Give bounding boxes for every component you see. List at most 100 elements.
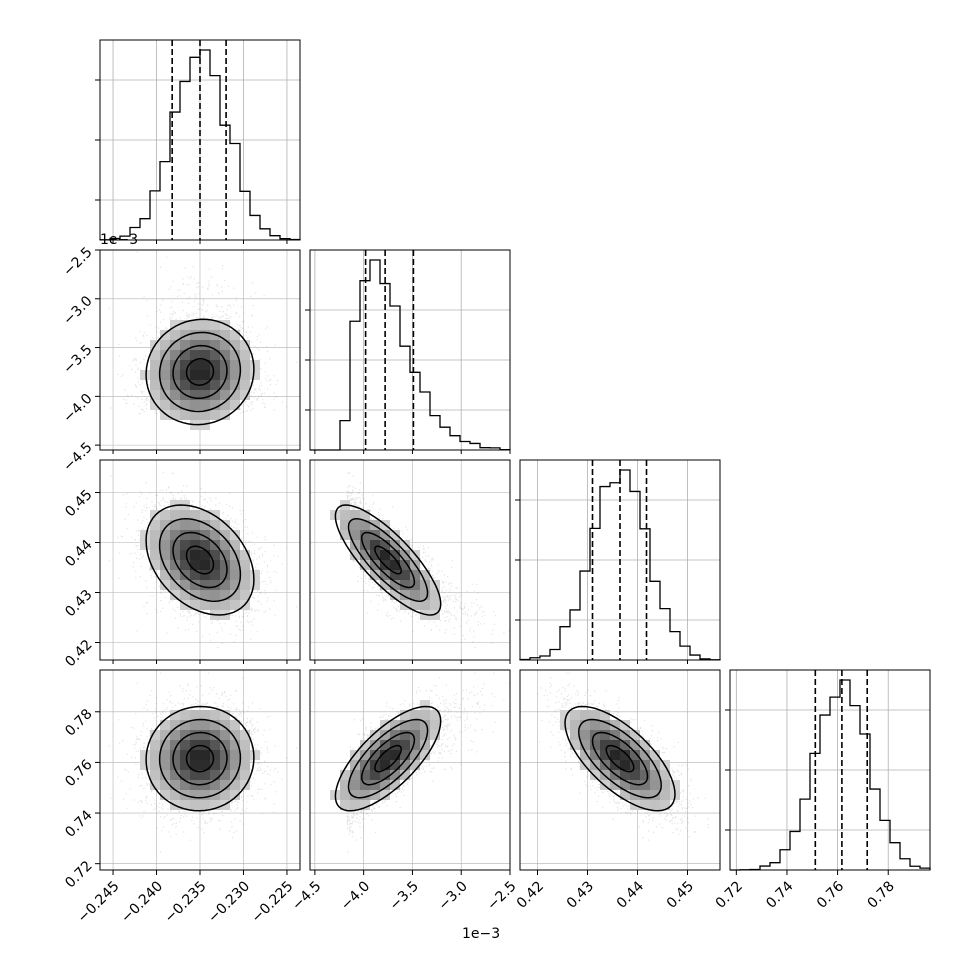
density-cell <box>620 770 630 780</box>
density-cell <box>170 730 180 740</box>
density-cell <box>160 780 170 790</box>
density-cell <box>190 790 200 800</box>
density-cell <box>410 730 420 740</box>
density-cell <box>190 570 200 580</box>
density-cell <box>160 570 170 580</box>
density-cell <box>230 790 240 800</box>
density-cell <box>340 510 350 520</box>
contour-level-1 <box>185 358 215 386</box>
x-tick-label: −2.5 <box>484 878 519 913</box>
x-offset-label: 1e−3 <box>462 926 500 942</box>
density-cell <box>170 760 180 770</box>
density-cell <box>170 510 180 520</box>
density-cell <box>170 380 180 390</box>
density-cell <box>420 720 430 730</box>
density-cell <box>210 360 220 370</box>
density-cell <box>230 720 240 730</box>
density-cell <box>160 760 170 770</box>
contour-level-4 <box>564 705 676 812</box>
x-tick-label: 0.42 <box>514 878 547 911</box>
density-cell <box>620 760 630 770</box>
x-tick-label: −0.240 <box>118 878 166 926</box>
density-cell <box>240 370 250 380</box>
y-tick-label: 0.76 <box>62 757 95 790</box>
density-cell <box>660 780 670 790</box>
density-cell <box>380 740 390 750</box>
density-cell <box>420 570 430 580</box>
density-cell <box>150 360 160 370</box>
density-cell <box>220 400 230 410</box>
density-cell <box>630 740 640 750</box>
x-tick-label: 0.78 <box>864 878 897 911</box>
density-cell <box>570 730 580 740</box>
density-cell <box>570 740 580 750</box>
density-cell <box>220 580 230 590</box>
density-cell <box>170 330 180 340</box>
contour-level-1 <box>185 744 215 773</box>
density-cell <box>180 530 190 540</box>
density-cell <box>190 540 200 550</box>
density-cell <box>160 520 170 530</box>
y-tick-label: 0.44 <box>62 537 95 570</box>
density-cell <box>230 560 240 570</box>
density-cell <box>190 510 200 520</box>
density-cell <box>220 560 230 570</box>
density-cell <box>420 730 430 740</box>
density-cell <box>240 760 250 770</box>
density-cell <box>600 730 610 740</box>
density-cell <box>190 400 200 410</box>
density-cell <box>240 770 250 780</box>
density-cell <box>180 330 190 340</box>
density-cell <box>220 360 230 370</box>
density-cell <box>600 750 610 760</box>
density-cell <box>220 350 230 360</box>
density-cell <box>180 560 190 570</box>
scatter-points <box>108 672 298 853</box>
density-cell <box>600 720 610 730</box>
density-cell <box>420 590 430 600</box>
density-cell <box>200 550 210 560</box>
density-cell <box>400 770 410 780</box>
density-cell <box>190 390 200 400</box>
density-cell <box>630 770 640 780</box>
density-cell <box>340 780 350 790</box>
density-cell <box>610 740 620 750</box>
hist-series-3 <box>519 469 721 661</box>
density-cell <box>400 560 410 570</box>
density-cell <box>430 590 440 600</box>
density-cell <box>190 550 200 560</box>
density-cell <box>220 710 230 720</box>
density-cell <box>230 590 240 600</box>
contour-level-1 <box>605 744 635 773</box>
density-cell <box>650 770 660 780</box>
density-cell <box>370 780 380 790</box>
density-cell <box>170 710 180 720</box>
density-cell <box>200 380 210 390</box>
density-cell <box>210 410 220 420</box>
density-cell <box>160 510 170 520</box>
density-cell <box>390 570 400 580</box>
density-cell <box>220 740 230 750</box>
density-cell <box>230 370 240 380</box>
density-cell <box>230 530 240 540</box>
density-cell <box>180 550 190 560</box>
density-cell <box>160 380 170 390</box>
density-cell <box>340 790 350 800</box>
y-offset-label: 1e−3 <box>100 232 138 248</box>
density-cell <box>150 730 160 740</box>
density-cell <box>220 750 230 760</box>
density-cell <box>180 540 190 550</box>
density-cell <box>140 760 150 770</box>
density-cell <box>220 340 230 350</box>
density-cell <box>180 740 190 750</box>
density-cell <box>170 390 180 400</box>
hist-panel-3 <box>515 459 721 661</box>
density-panel-4-2 <box>309 669 511 871</box>
contour-level-3 <box>158 331 242 413</box>
density-cell <box>160 390 170 400</box>
density-cell <box>610 750 620 760</box>
density-cell <box>170 580 180 590</box>
density-cell <box>230 350 240 360</box>
density-cell <box>210 400 220 410</box>
density-cell <box>390 740 400 750</box>
